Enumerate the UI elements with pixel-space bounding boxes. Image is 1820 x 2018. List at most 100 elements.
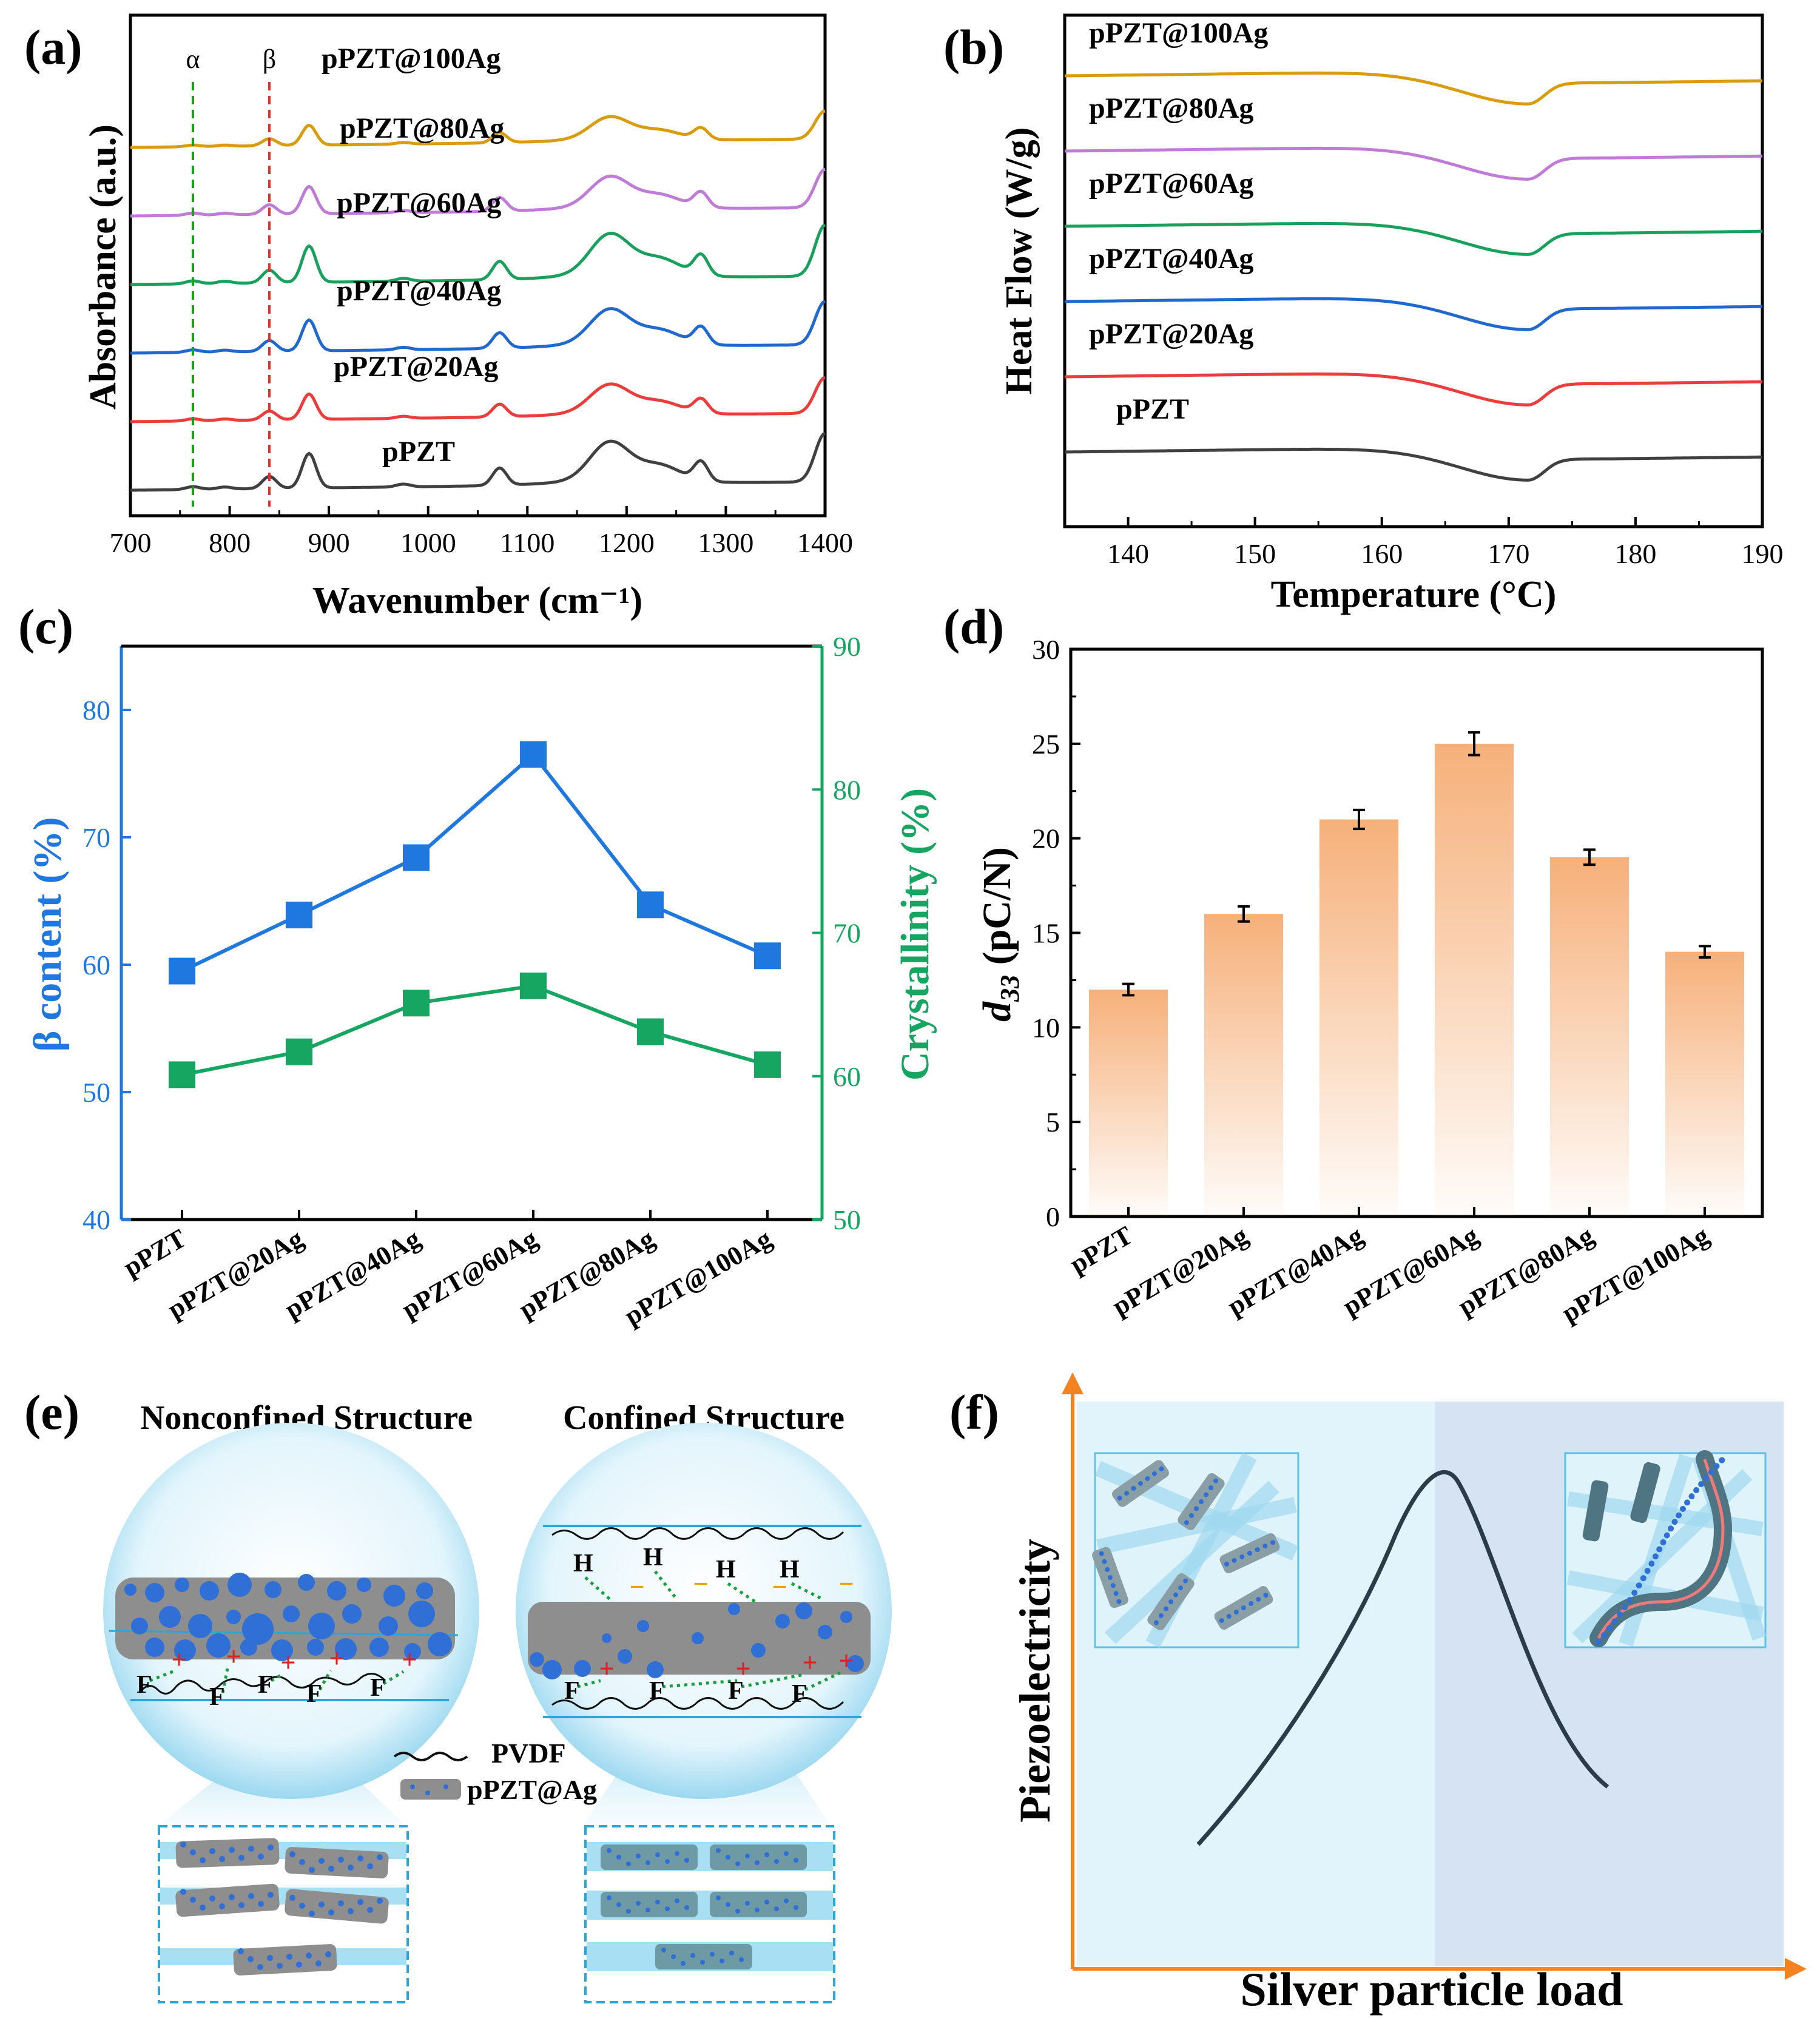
charge-plus: + — [329, 1644, 344, 1673]
y-tick-label: 15 — [1032, 918, 1060, 949]
ag-dot — [1105, 1567, 1110, 1572]
ag-dot — [661, 1948, 666, 1952]
ag-dot — [200, 1857, 206, 1863]
ag-dot — [229, 1847, 235, 1853]
dsc-series-label: pPZT@40Ag — [1089, 243, 1253, 275]
ag-particle — [124, 1584, 136, 1596]
ag-particle — [751, 1643, 766, 1658]
dsc-series-label: pPZT — [1116, 393, 1189, 425]
ag-dot — [1199, 1499, 1204, 1504]
ag-dot — [1606, 1625, 1613, 1632]
ag-dot — [248, 1956, 254, 1962]
ag-dot — [626, 1909, 631, 1914]
dsc-series-label: pPZT@80Ag — [1089, 92, 1253, 124]
ag-dot — [1204, 1492, 1209, 1497]
pzt-rod-coated — [601, 1844, 698, 1870]
ag-dot — [710, 1952, 715, 1957]
ag-dot — [690, 1953, 695, 1958]
panel-b-frame — [1063, 13, 1764, 528]
panel-a-ftir-chart: 700 800 900 1000 1100 1200 1300 1400 pPZT@100Ag… — [83, 13, 853, 621]
ag-dot — [1656, 1546, 1663, 1553]
ag-dot — [1159, 1466, 1164, 1471]
hydrogen-bond — [727, 1582, 757, 1604]
ag-particle — [647, 1661, 664, 1678]
bar-pPZT — [1089, 990, 1168, 1217]
fiber — [1096, 1497, 1297, 1555]
ag-dot — [377, 1898, 383, 1904]
ag-dot — [1233, 1610, 1239, 1615]
ag-dot — [1117, 1496, 1122, 1501]
dsc-series-pPZT@40Ag — [1064, 297, 1763, 331]
ag-particle — [298, 1574, 315, 1591]
panel-label-b: (b) — [943, 19, 1004, 75]
ag-dot — [267, 1955, 273, 1961]
ag-dot — [739, 1957, 744, 1962]
ftir-series-pPZT@60Ag — [130, 223, 826, 286]
data-point-crystallinity — [169, 1061, 195, 1088]
pvdf-chain — [551, 1527, 844, 1540]
ag-particle — [357, 1578, 371, 1592]
ag-dot — [1676, 1512, 1682, 1519]
ag-dot — [1138, 1481, 1143, 1486]
ag-dot — [209, 1895, 215, 1902]
hydrogen-bond — [584, 1576, 614, 1603]
ag-dot — [200, 1905, 206, 1911]
charge-plus: + — [802, 1648, 817, 1678]
ag-dot — [1255, 1547, 1260, 1553]
ag-dot — [309, 1867, 315, 1873]
ag-dot — [1636, 1582, 1642, 1589]
fluorine-atom: F — [209, 1683, 225, 1711]
ag-particle — [428, 1632, 452, 1656]
panel-c-ylabel-left: β content (%) — [25, 817, 70, 1052]
ag-dot — [357, 1899, 363, 1905]
ag-particle — [542, 1660, 562, 1679]
data-point-crystallinity — [754, 1051, 781, 1078]
ag-dot — [671, 1954, 676, 1959]
ag-dot — [348, 1864, 354, 1871]
x-tick-label: 150 — [1234, 538, 1276, 569]
y-tick-label-right: 60 — [833, 1061, 861, 1092]
data-point-crystallinity — [637, 1018, 664, 1045]
ag-dot — [1241, 1605, 1246, 1610]
ag-particle — [159, 1606, 181, 1628]
data-point-crystallinity — [520, 972, 547, 999]
x-tick-label: pPZT — [118, 1223, 191, 1282]
ag-dot — [357, 1855, 363, 1861]
ag-particle — [692, 1632, 704, 1644]
y-tick-label: 10 — [1032, 1012, 1060, 1043]
hydrogen-atom: H — [643, 1544, 663, 1571]
ag-dot — [219, 1903, 225, 1909]
ftir-series-label: pPZT — [382, 436, 455, 468]
ag-particle — [775, 1614, 790, 1628]
ag-dot — [735, 1861, 740, 1866]
marker-label: α — [186, 44, 200, 74]
ag-dot — [755, 1860, 760, 1865]
ag-dot — [238, 1855, 244, 1861]
pzt-rod — [1582, 1480, 1609, 1542]
ag-dot — [1213, 1478, 1219, 1483]
ag-dot — [636, 1854, 641, 1858]
ag-dot — [1679, 1505, 1686, 1512]
charge-plus: + — [838, 1646, 854, 1676]
ag-dot — [306, 1952, 312, 1959]
dsc-series-label: pPZT@100Ag — [1089, 17, 1268, 49]
bar-pPZT@60Ag — [1435, 743, 1514, 1217]
ag-particle — [188, 1614, 212, 1638]
fluorine-atom: F — [258, 1671, 274, 1699]
ag-dot — [1719, 1457, 1725, 1463]
data-point-beta — [403, 844, 430, 871]
panel-f-ylabel: Piezoelectricity — [1011, 1539, 1059, 1823]
data-point-crystallinity — [286, 1038, 312, 1065]
pzt-rod-coated — [710, 1844, 807, 1870]
ag-dot — [735, 1909, 740, 1914]
ag-dot — [318, 1858, 325, 1864]
data-point-beta — [520, 741, 547, 768]
panel-d-ylabel-main: d — [975, 1001, 1019, 1022]
ag-dot — [1108, 1575, 1113, 1580]
legend-pvdf-symbol — [393, 1752, 468, 1761]
ag-dot — [1249, 1601, 1254, 1606]
ag-dot — [1693, 1487, 1700, 1494]
x-tick-label: 900 — [308, 527, 350, 558]
legend-pzt-dot — [443, 1784, 448, 1789]
ag-dot — [268, 1844, 274, 1851]
